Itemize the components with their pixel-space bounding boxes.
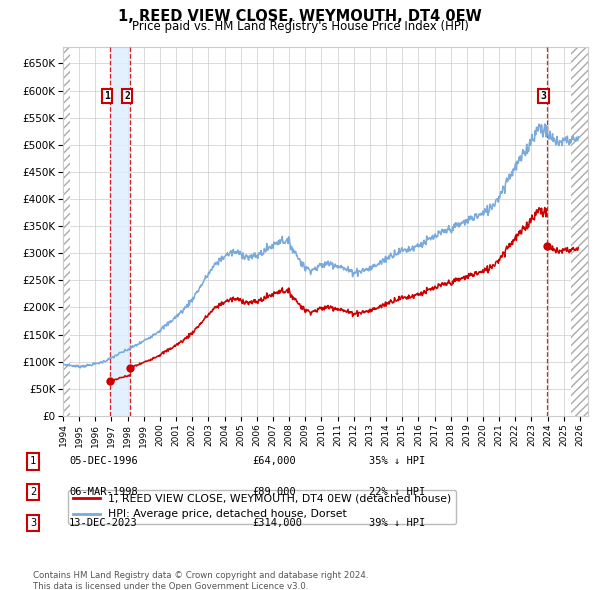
Text: 2: 2 [124, 91, 130, 101]
Legend: 1, REED VIEW CLOSE, WEYMOUTH, DT4 0EW (detached house), HPI: Average price, deta: 1, REED VIEW CLOSE, WEYMOUTH, DT4 0EW (d… [68, 490, 456, 524]
Text: 35% ↓ HPI: 35% ↓ HPI [369, 457, 425, 466]
Text: £64,000: £64,000 [252, 457, 296, 466]
Text: Price paid vs. HM Land Registry's House Price Index (HPI): Price paid vs. HM Land Registry's House … [131, 20, 469, 33]
Text: 13-DEC-2023: 13-DEC-2023 [69, 518, 138, 527]
Bar [110, 47, 130, 416]
Bar [571, 47, 588, 416]
Bar [63, 47, 70, 416]
Text: 1: 1 [104, 91, 110, 101]
Text: 05-DEC-1996: 05-DEC-1996 [69, 457, 138, 466]
Text: Contains HM Land Registry data © Crown copyright and database right 2024.
This d: Contains HM Land Registry data © Crown c… [33, 571, 368, 590]
Text: 39% ↓ HPI: 39% ↓ HPI [369, 518, 425, 527]
Text: 2: 2 [30, 487, 36, 497]
Text: 1, REED VIEW CLOSE, WEYMOUTH, DT4 0EW: 1, REED VIEW CLOSE, WEYMOUTH, DT4 0EW [118, 9, 482, 24]
Text: 3: 3 [541, 91, 547, 101]
Text: 06-MAR-1998: 06-MAR-1998 [69, 487, 138, 497]
Text: £89,000: £89,000 [252, 487, 296, 497]
Text: 1: 1 [30, 457, 36, 466]
Text: 3: 3 [30, 518, 36, 527]
Text: 22% ↓ HPI: 22% ↓ HPI [369, 487, 425, 497]
Text: £314,000: £314,000 [252, 518, 302, 527]
